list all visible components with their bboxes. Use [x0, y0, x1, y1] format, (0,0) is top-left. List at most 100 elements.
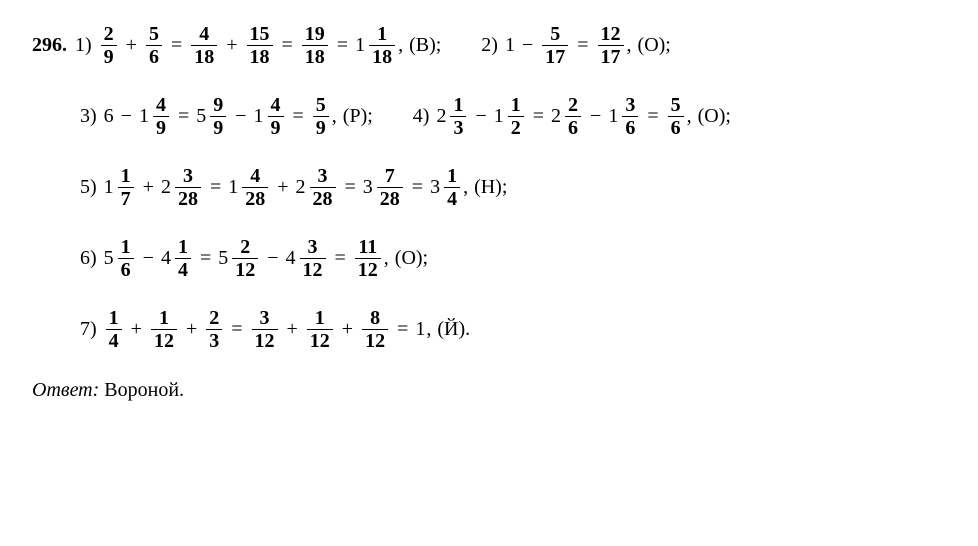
fraction: 16	[118, 237, 134, 280]
fraction-denominator: 6	[668, 116, 684, 138]
fraction-denominator: 6	[622, 116, 638, 138]
fraction-numerator: 4	[153, 95, 169, 116]
answer-letter: (Р);	[343, 105, 373, 128]
fraction: 49	[153, 95, 169, 138]
fraction-numerator: 2	[101, 24, 117, 45]
fraction: 13	[450, 95, 466, 138]
fraction: 328	[310, 166, 336, 209]
fraction-numerator: 8	[367, 308, 383, 329]
fraction-numerator: 1	[374, 24, 390, 45]
fraction: 99	[210, 95, 226, 138]
fraction-denominator: 4	[175, 258, 191, 280]
whole-number: 5	[218, 247, 228, 270]
operator: +	[143, 176, 154, 199]
fraction-denominator: 17	[542, 45, 568, 67]
answer-letter: (Й).	[437, 318, 470, 341]
fraction-denominator: 12	[307, 329, 333, 351]
fraction-denominator: 9	[101, 45, 117, 67]
whole-number: 5	[104, 247, 114, 270]
fraction-numerator: 7	[382, 166, 398, 187]
fraction-numerator: 12	[598, 24, 624, 45]
expression: 29+56=418+1518=1918=1118,	[98, 24, 403, 67]
fraction-numerator: 5	[146, 24, 162, 45]
subproblem-number: 1)	[75, 34, 92, 57]
fraction-numerator: 2	[206, 308, 222, 329]
answer-label: Ответ:	[32, 379, 99, 402]
punctuation: ,	[398, 34, 403, 57]
fraction: 56	[146, 24, 162, 67]
fraction-numerator: 1	[508, 95, 524, 116]
fraction-numerator: 1	[450, 95, 466, 116]
fraction-denominator: 9	[210, 116, 226, 138]
fraction-numerator: 3	[257, 308, 273, 329]
operator: +	[131, 318, 142, 341]
fraction-numerator: 11	[355, 237, 380, 258]
subproblem-number: 7)	[80, 318, 97, 341]
fraction-numerator: 4	[268, 95, 284, 116]
punctuation: ,	[687, 105, 692, 128]
fraction-denominator: 18	[369, 45, 395, 67]
fraction-denominator: 12	[151, 329, 177, 351]
fraction: 1918	[302, 24, 328, 67]
whole-number: 3	[430, 176, 440, 199]
subproblem-number: 4)	[413, 105, 430, 128]
operator: =	[337, 34, 348, 57]
fraction-denominator: 3	[206, 329, 222, 351]
operator: +	[277, 176, 288, 199]
fraction: 14	[444, 166, 460, 209]
fraction-denominator: 18	[302, 45, 328, 67]
operator: +	[126, 34, 137, 57]
fraction: 14	[106, 308, 122, 351]
fraction-numerator: 1	[118, 237, 134, 258]
fraction-numerator: 5	[313, 95, 329, 116]
whole-number: 1	[355, 34, 365, 57]
fraction-denominator: 9	[268, 116, 284, 138]
fraction-numerator: 15	[247, 24, 273, 45]
fraction-numerator: 1	[156, 308, 172, 329]
whole-number: 1	[104, 176, 114, 199]
operator: =	[335, 247, 346, 270]
fraction: 112	[151, 308, 177, 351]
answer-letter: (О);	[638, 34, 671, 57]
fraction-numerator: 2	[237, 237, 253, 258]
operator: −	[235, 105, 246, 128]
equation-row: 7)14+112+23=312+112+812=1, (Й).	[32, 308, 946, 351]
punctuation: ,	[332, 105, 337, 128]
fraction: 212	[232, 237, 258, 280]
operator: +	[342, 318, 353, 341]
subproblem-number: 2)	[481, 34, 498, 57]
fraction: 26	[565, 95, 581, 138]
fraction: 1518	[247, 24, 273, 67]
whole-number: 1	[254, 105, 264, 128]
operator: =	[178, 105, 189, 128]
fraction-numerator: 19	[302, 24, 328, 45]
whole-number: 6	[104, 105, 114, 128]
subproblem-number: 6)	[80, 247, 97, 270]
expression: 6−149=599−149=59,	[103, 95, 337, 138]
answer-value: Вороной.	[99, 379, 184, 402]
operator: =	[210, 176, 221, 199]
fraction-denominator: 6	[146, 45, 162, 67]
equation-row: 5)117+2328=1428+2328=3728=314, (Н);	[32, 166, 946, 209]
fraction-numerator: 2	[565, 95, 581, 116]
fraction: 812	[362, 308, 388, 351]
whole-number: 1	[494, 105, 504, 128]
fraction-denominator: 12	[252, 329, 278, 351]
operator: −	[143, 247, 154, 270]
operator: +	[186, 318, 197, 341]
answer-letter: (О);	[698, 105, 731, 128]
operator: =	[293, 105, 304, 128]
operator: −	[475, 105, 486, 128]
fraction-numerator: 3	[622, 95, 638, 116]
fraction-numerator: 4	[196, 24, 212, 45]
answer-letter: (Н);	[474, 176, 507, 199]
whole-number: 3	[363, 176, 373, 199]
fraction-denominator: 18	[247, 45, 273, 67]
fraction: 312	[252, 308, 278, 351]
subproblem-number: 5)	[80, 176, 97, 199]
answer-letter: (О);	[395, 247, 428, 270]
fraction-denominator: 28	[377, 187, 403, 209]
fraction: 428	[242, 166, 268, 209]
whole-number: 2	[161, 176, 171, 199]
fraction-denominator: 18	[191, 45, 217, 67]
